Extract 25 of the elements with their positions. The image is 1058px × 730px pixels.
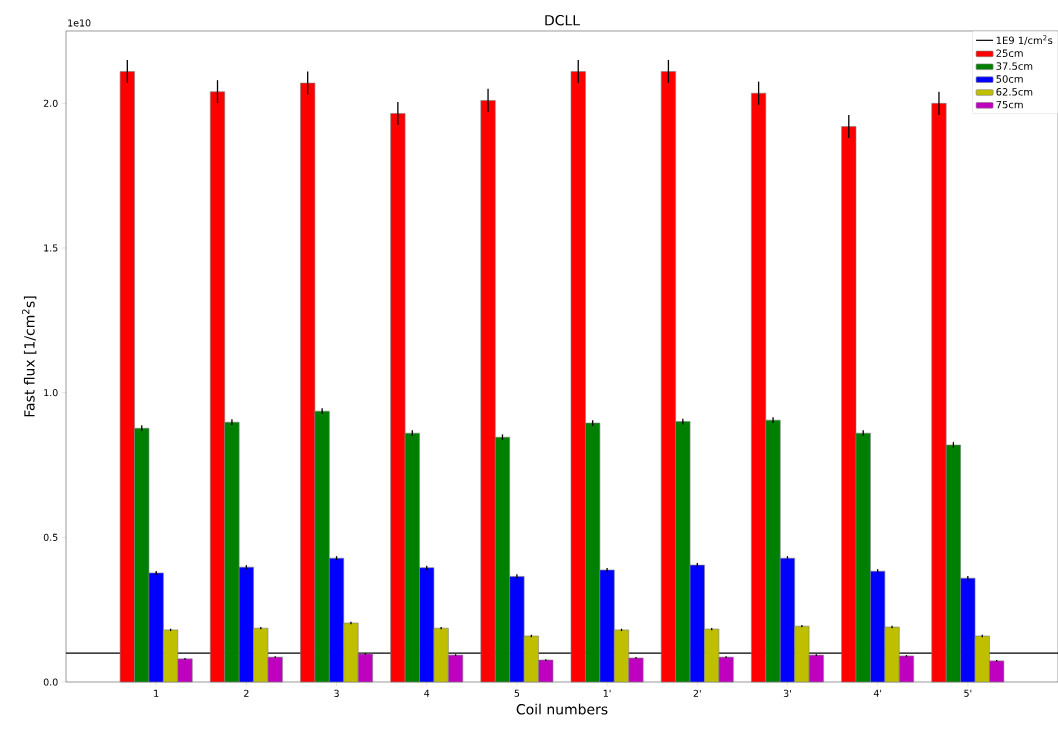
x-tick-label: 4' [873,689,882,697]
y-axis-title: Fast flux [1/cm$^{2}$s] [22,296,37,417]
x-axis-title: Coil numbers [516,703,608,715]
x-tick-label: 4 [424,689,430,697]
x-tick-label: 2' [693,689,701,697]
chart-title: DCLL [545,14,580,26]
legend-label: 75cm [996,100,1023,109]
x-tick-label: 2 [244,689,249,697]
y-tick-label: 0.5 [43,533,58,541]
y-tick-label: 1.0 [44,389,58,397]
y-tick-label: 1.5 [44,244,58,252]
legend-label: 50cm [996,75,1023,83]
x-tick-label: 1' [603,689,611,697]
x-tick-label: 1 [154,689,159,697]
x-tick-label: 5 [514,689,520,697]
legend-label: 25cm [996,49,1023,57]
x-tick-label: 5' [964,689,972,697]
legend-label: 1E9 1/cm$^{2}$s [996,35,1053,45]
text: 1e10 [68,19,91,27]
x-tick-label: 3 [334,689,339,697]
legend-label: 37.5cm [996,62,1033,70]
y-tick-label: 2.0 [43,99,58,107]
legend-label: 62.5cm [996,88,1033,96]
x-tick-label: 3' [783,689,791,697]
y-tick-label: 0.0 [43,678,58,686]
